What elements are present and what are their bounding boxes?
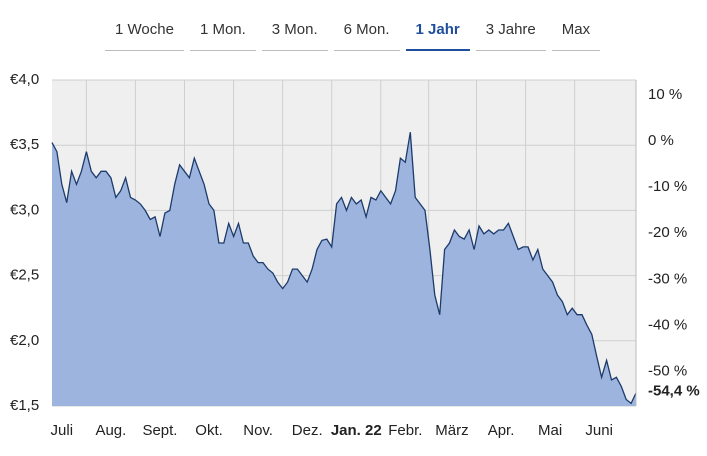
y2-tick-label: 10 % [648, 86, 682, 103]
x-tick-label: März [435, 422, 468, 439]
y2-tick-label: -10 % [648, 178, 687, 195]
price-line [51, 132, 637, 405]
range-tab[interactable]: 6 Mon. [333, 20, 400, 51]
x-tick-label: Sept. [142, 422, 177, 439]
x-tick-label: Nov. [243, 422, 273, 439]
x-tick-label: Juli [51, 422, 74, 439]
y-tick-label: €2,0 [10, 332, 39, 349]
last-change-label: -54,4 % [648, 383, 700, 400]
x-tick-label: Juni [585, 422, 613, 439]
range-tab[interactable]: 1 Jahr [405, 20, 470, 51]
x-tick-label: Mai [538, 422, 562, 439]
range-tab[interactable]: 3 Mon. [261, 20, 328, 51]
y-tick-label: €1,5 [10, 397, 39, 414]
range-tabs: 1 Woche 1 Mon. 3 Mon. 6 Mon. 1 Jahr 3 Jahre Ma… [105, 20, 601, 51]
y-tick-label: €4,0 [10, 71, 39, 88]
y-tick-label: €3,5 [10, 136, 39, 153]
y2-tick-label: -40 % [648, 316, 687, 333]
range-tab[interactable]: Max [551, 20, 601, 51]
y2-tick-label: 0 % [648, 132, 674, 149]
range-tab[interactable]: 1 Woche [105, 20, 184, 51]
y2-tick-label: -50 % [648, 362, 687, 379]
range-tab[interactable]: 3 Jahre [475, 20, 546, 51]
y2-tick-label: -30 % [648, 270, 687, 287]
range-tab[interactable]: 1 Mon. [189, 20, 256, 51]
y-tick-label: €3,0 [10, 201, 39, 218]
y2-tick-label: -20 % [648, 224, 687, 241]
x-tick-label: Aug. [95, 422, 126, 439]
y-tick-label: €2,5 [10, 267, 39, 284]
x-tick-label: Okt. [195, 422, 223, 439]
x-tick-label: Dez. [292, 422, 323, 439]
x-tick-label: Apr. [488, 422, 515, 439]
x-tick-label: Febr. [388, 422, 422, 439]
area [52, 132, 636, 406]
x-tick-label: Jan. 22 [331, 422, 382, 439]
